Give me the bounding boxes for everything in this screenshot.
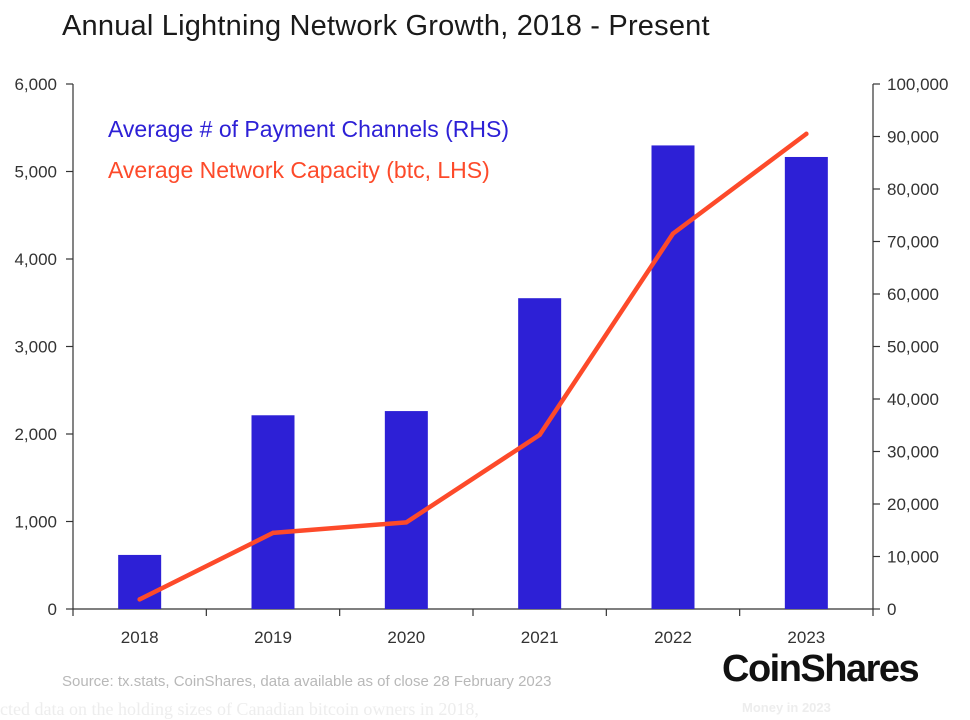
bar	[518, 298, 562, 609]
chart-title: Annual Lightning Network Growth, 2018 - …	[62, 10, 710, 42]
left-tick-label: 0	[48, 600, 57, 619]
right-tick-label: 60,000	[887, 285, 939, 304]
coinshares-logo: CoinShares	[722, 648, 920, 690]
left-tick-label: 4,000	[14, 250, 57, 269]
logo-caption: Money in 2023	[742, 700, 831, 715]
left-tick-label: 5,000	[14, 163, 57, 182]
left-tick-label: 1,000	[14, 513, 57, 532]
x-tick-labels: 2018 2019 2020 2021 2022 2023	[121, 628, 825, 647]
line-point	[804, 131, 809, 137]
line-point	[670, 231, 676, 236]
right-tick-label: 70,000	[887, 233, 939, 252]
right-tick-label: 20,000	[887, 495, 939, 514]
left-tick-label: 3,000	[14, 338, 57, 357]
background-article-text: cted data on the holding sizes of Canadi…	[0, 699, 479, 719]
left-tick-label: 6,000	[14, 75, 57, 94]
bar	[784, 156, 828, 609]
bar	[384, 411, 428, 609]
line-series	[137, 131, 809, 602]
right-tick-label: 40,000	[887, 390, 939, 409]
legend-bars-label: Average # of Payment Channels (RHS)	[108, 116, 509, 142]
bar	[651, 145, 695, 610]
x-tick-label: 2021	[521, 628, 559, 647]
right-tick-label: 0	[887, 600, 896, 619]
right-tick-label: 30,000	[887, 443, 939, 462]
x-tick-label: 2018	[121, 628, 159, 647]
x-tick-label: 2019	[254, 628, 292, 647]
right-tick-label: 90,000	[887, 128, 939, 147]
x-tick-label: 2020	[387, 628, 425, 647]
line-point	[137, 597, 142, 602]
bar-series	[118, 145, 828, 610]
bar	[251, 415, 295, 609]
left-tick-label: 2,000	[14, 425, 57, 444]
axes	[66, 83, 880, 616]
x-tick-label: 2023	[787, 628, 825, 647]
right-tick-label: 50,000	[887, 338, 939, 357]
capacity-line	[137, 131, 809, 602]
line-point	[537, 432, 542, 438]
right-tick-label: 100,000	[887, 75, 948, 94]
x-tick-label: 2022	[654, 628, 692, 647]
source-note: Source: tx.stats, CoinShares, data avail…	[62, 673, 552, 690]
right-tick-label: 80,000	[887, 180, 939, 199]
line-point	[404, 520, 409, 525]
line-point	[270, 530, 276, 536]
right-tick-labels: 0 10,000 20,000 30,000 40,000 50,000 60,000 70,…	[887, 75, 948, 619]
legend-line-label: Average Network Capacity (btc, LHS)	[108, 157, 490, 183]
left-tick-labels: 0 1,000 2,000 3,000 4,000 5,000 6,000	[14, 75, 57, 619]
right-tick-label: 10,000	[887, 548, 939, 567]
